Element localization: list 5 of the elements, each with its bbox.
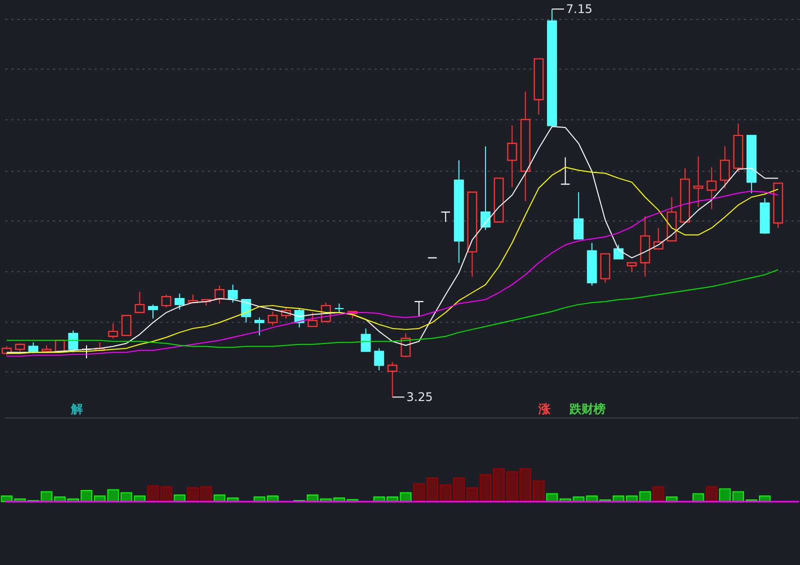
annotation: 涨 bbox=[538, 402, 552, 416]
annotation: 跌财榜 bbox=[568, 402, 606, 416]
annotation: 3.25 bbox=[406, 390, 433, 404]
annotation: 7.15 bbox=[566, 2, 592, 16]
annotation: 解 bbox=[70, 402, 84, 416]
